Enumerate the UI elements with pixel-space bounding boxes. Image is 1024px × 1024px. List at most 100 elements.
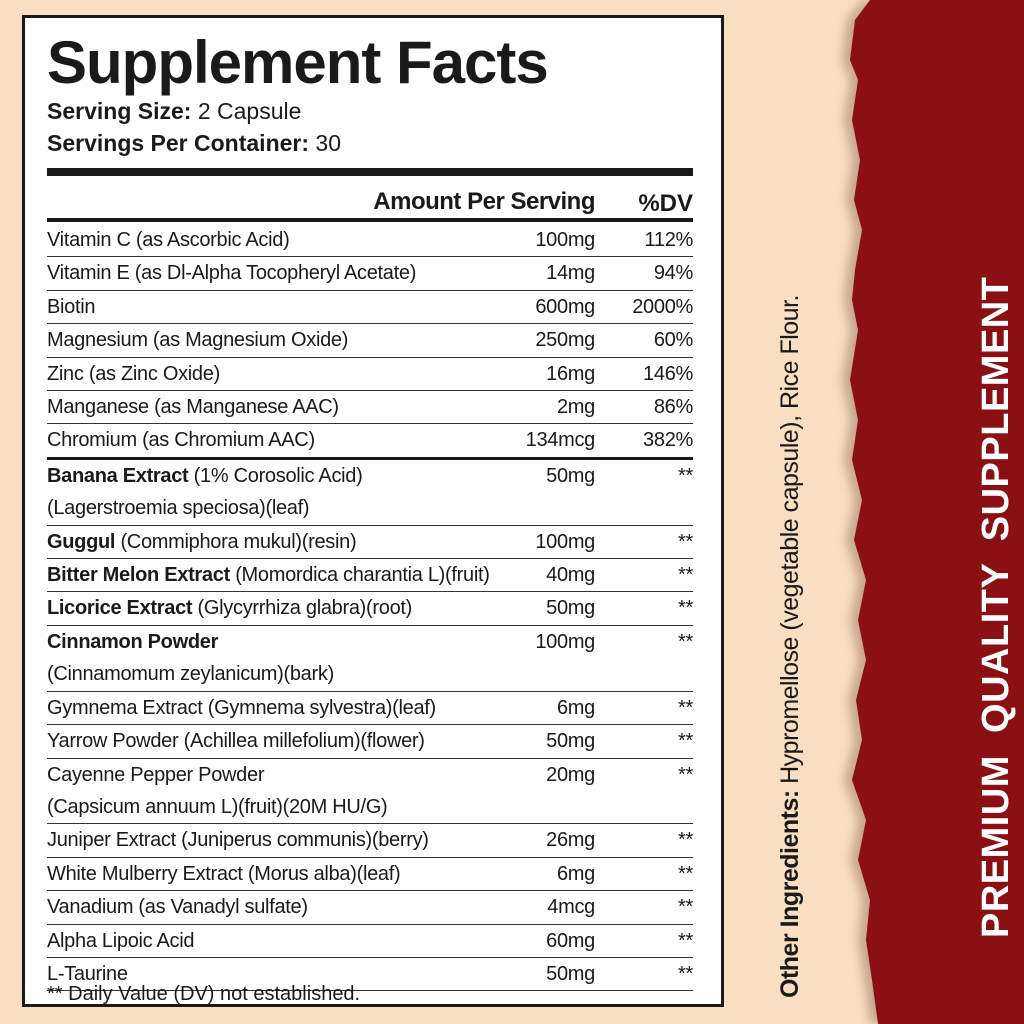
nutrient-name: Cayenne Pepper Powder [47,759,693,791]
nutrient-row: Banana Extract (1% Corosolic Acid) (Lager… [47,460,693,526]
nutrient-row: Gymnema Extract (Gymnema sylvestra)(leaf… [47,692,693,726]
nutrient-amount: 40mg [546,564,595,587]
nutrient-name: Gymnema Extract (Gymnema sylvestra)(leaf… [47,692,693,724]
nutrient-name-detail: L-Taurine [47,962,128,985]
nutrient-name: Alpha Lipoic Acid [47,925,693,957]
nutrient-name-bold: Cinnamon Powder [47,630,219,653]
nutrient-amount: 60mg [546,929,595,952]
nutrient-name-detail: White Mulberry Extract (Morus alba)(leaf… [47,862,401,885]
nutrient-name: Manganese (as Manganese AAC) [47,391,693,423]
nutrient-name-detail: Chromium (as Chromium AAC) [47,429,315,452]
nutrient-row: Vitamin E (as Dl-Alpha Tocopheryl Acetat… [47,257,693,291]
nutrient-amount: 50mg [546,464,595,487]
nutrient-dv: ** [678,862,693,885]
nutrient-row: White Mulberry Extract (Morus alba)(leaf… [47,858,693,892]
premium-quality-banner-text: PREMIUM QUALITY SUPPLEMENT [975,276,1017,938]
nutrient-name: L-Taurine [47,958,693,990]
nutrient-row: Chromium (as Chromium AAC) 134mcg 382% [47,424,693,460]
nutrient-name-detail: (Commiphora mukul)(resin) [115,530,357,553]
other-ingredients-value: Hypromellose (vegetable capsule), Rice F… [776,295,804,791]
header-amount-per-serving: Amount Per Serving [373,188,595,215]
nutrient-name: White Mulberry Extract (Morus alba)(leaf… [47,858,693,890]
nutrient-name-detail: Yarrow Powder (Achillea millefolium)(flo… [47,730,425,753]
servings-per-container: Servings Per Container: 30 [47,130,341,157]
nutrient-name-bold: Banana Extract [47,464,189,487]
nutrient-name-detail: (Glycyrrhiza glabra)(root) [192,597,413,620]
nutrient-name: Zinc (as Zinc Oxide) [47,358,693,390]
nutrient-name: Guggul (Commiphora mukul)(resin) [47,526,693,558]
thick-divider [47,168,693,176]
nutrient-amount: 100mg [535,530,595,553]
other-ingredients-label: Other Ingredients: [776,790,804,998]
nutrient-name-line2: (Capsicum annuum L)(fruit)(20M HU/G) [47,795,388,818]
nutrient-amount: 250mg [535,329,595,352]
nutrient-dv: ** [678,896,693,919]
nutrient-name-detail: Alpha Lipoic Acid [47,929,195,952]
nutrient-dv: 60% [653,329,693,352]
supplement-facts-panel: Supplement Facts Serving Size: 2 Capsule… [22,15,724,1007]
nutrient-dv: ** [678,763,693,786]
header-divider [47,218,693,222]
nutrient-row: Biotin 600mg 2000% [47,291,693,325]
nutrient-dv: 146% [643,362,693,385]
nutrient-dv: ** [678,730,693,753]
nutrient-row: Vanadium (as Vanadyl sulfate) 4mcg ** [47,891,693,925]
nutrient-name: Yarrow Powder (Achillea millefolium)(flo… [47,725,693,757]
nutrient-amount: 50mg [546,730,595,753]
footnote: ** Daily Value (DV) not established. [47,983,361,1005]
nutrient-dv: ** [678,530,693,553]
nutrient-row: Bitter Melon Extract (Momordica charanti… [47,559,693,593]
nutrient-name-bold: Licorice Extract [47,597,193,620]
nutrient-dv: ** [678,929,693,952]
nutrient-dv: 2000% [632,295,693,318]
nutrient-name-detail: Vanadium (as Vanadyl sulfate) [47,896,308,919]
nutrient-dv: ** [678,597,693,620]
nutrient-dv: ** [678,564,693,587]
nutrient-row: Cinnamon Powder (Cinnamomum zeylanicum)(b… [47,626,693,692]
nutrient-name: Licorice Extract (Glycyrrhiza glabra)(ro… [47,592,693,624]
nutrient-name: Vitamin C (as Ascorbic Acid) [47,224,693,256]
nutrient-amount: 26mg [546,829,595,852]
nutrient-name-detail: Zinc (as Zinc Oxide) [47,362,220,385]
nutrient-amount: 50mg [546,597,595,620]
other-ingredients: Other Ingredients: Hypromellose (vegetab… [776,295,805,998]
nutrient-name-detail: Biotin [47,295,96,318]
nutrient-dv: 86% [653,396,693,419]
nutrient-row: Vitamin C (as Ascorbic Acid) 100mg 112% [47,224,693,258]
nutrient-name-detail: Manganese (as Manganese AAC) [47,396,339,419]
nutrient-table: Vitamin C (as Ascorbic Acid) 100mg 112% Vit… [47,224,693,992]
nutrient-row: Yarrow Powder (Achillea millefolium)(flo… [47,725,693,759]
nutrient-name: Cinnamon Powder [47,626,693,658]
nutrient-dv: ** [678,696,693,719]
nutrient-row: Licorice Extract (Glycyrrhiza glabra)(ro… [47,592,693,626]
nutrient-amount: 16mg [546,362,595,385]
nutrient-name-detail: Magnesium (as Magnesium Oxide) [47,329,349,352]
serving-size: Serving Size: 2 Capsule [47,98,301,125]
nutrient-row: Alpha Lipoic Acid 60mg ** [47,925,693,958]
nutrient-name-bold: Bitter Melon Extract [47,564,230,587]
nutrient-name: Vanadium (as Vanadyl sulfate) [47,891,693,923]
nutrient-dv: ** [678,630,693,653]
nutrient-amount: 600mg [535,295,595,318]
nutrient-amount: 2mg [556,396,595,419]
nutrient-row: Manganese (as Manganese AAC) 2mg 86% [47,391,693,425]
nutrient-dv: 94% [653,262,693,285]
nutrient-amount: 134mcg [525,429,596,452]
nutrient-name-line2: (Cinnamomum zeylanicum)(bark) [47,663,334,686]
nutrient-name: Chromium (as Chromium AAC) [47,424,693,456]
nutrient-amount: 14mg [546,262,595,285]
nutrient-name: Juniper Extract (Juniperus communis)(ber… [47,824,693,856]
nutrient-name-line2: (Lagerstroemia speciosa)(leaf) [47,497,310,520]
nutrient-name: Banana Extract (1% Corosolic Acid) [47,460,693,492]
nutrient-dv: ** [678,464,693,487]
nutrient-dv: ** [678,962,693,985]
nutrient-amount: 4mcg [547,896,595,919]
nutrient-name: Biotin [47,291,693,323]
nutrient-row: Magnesium (as Magnesium Oxide) 250mg 60% [47,324,693,358]
nutrient-dv: ** [678,829,693,852]
servings-per-container-value: 30 [315,130,342,156]
nutrient-row: Cayenne Pepper Powder (Capsicum annuum L)… [47,759,693,825]
nutrient-amount: 50mg [546,962,595,985]
nutrient-name-detail: Juniper Extract (Juniperus communis)(ber… [47,829,429,852]
